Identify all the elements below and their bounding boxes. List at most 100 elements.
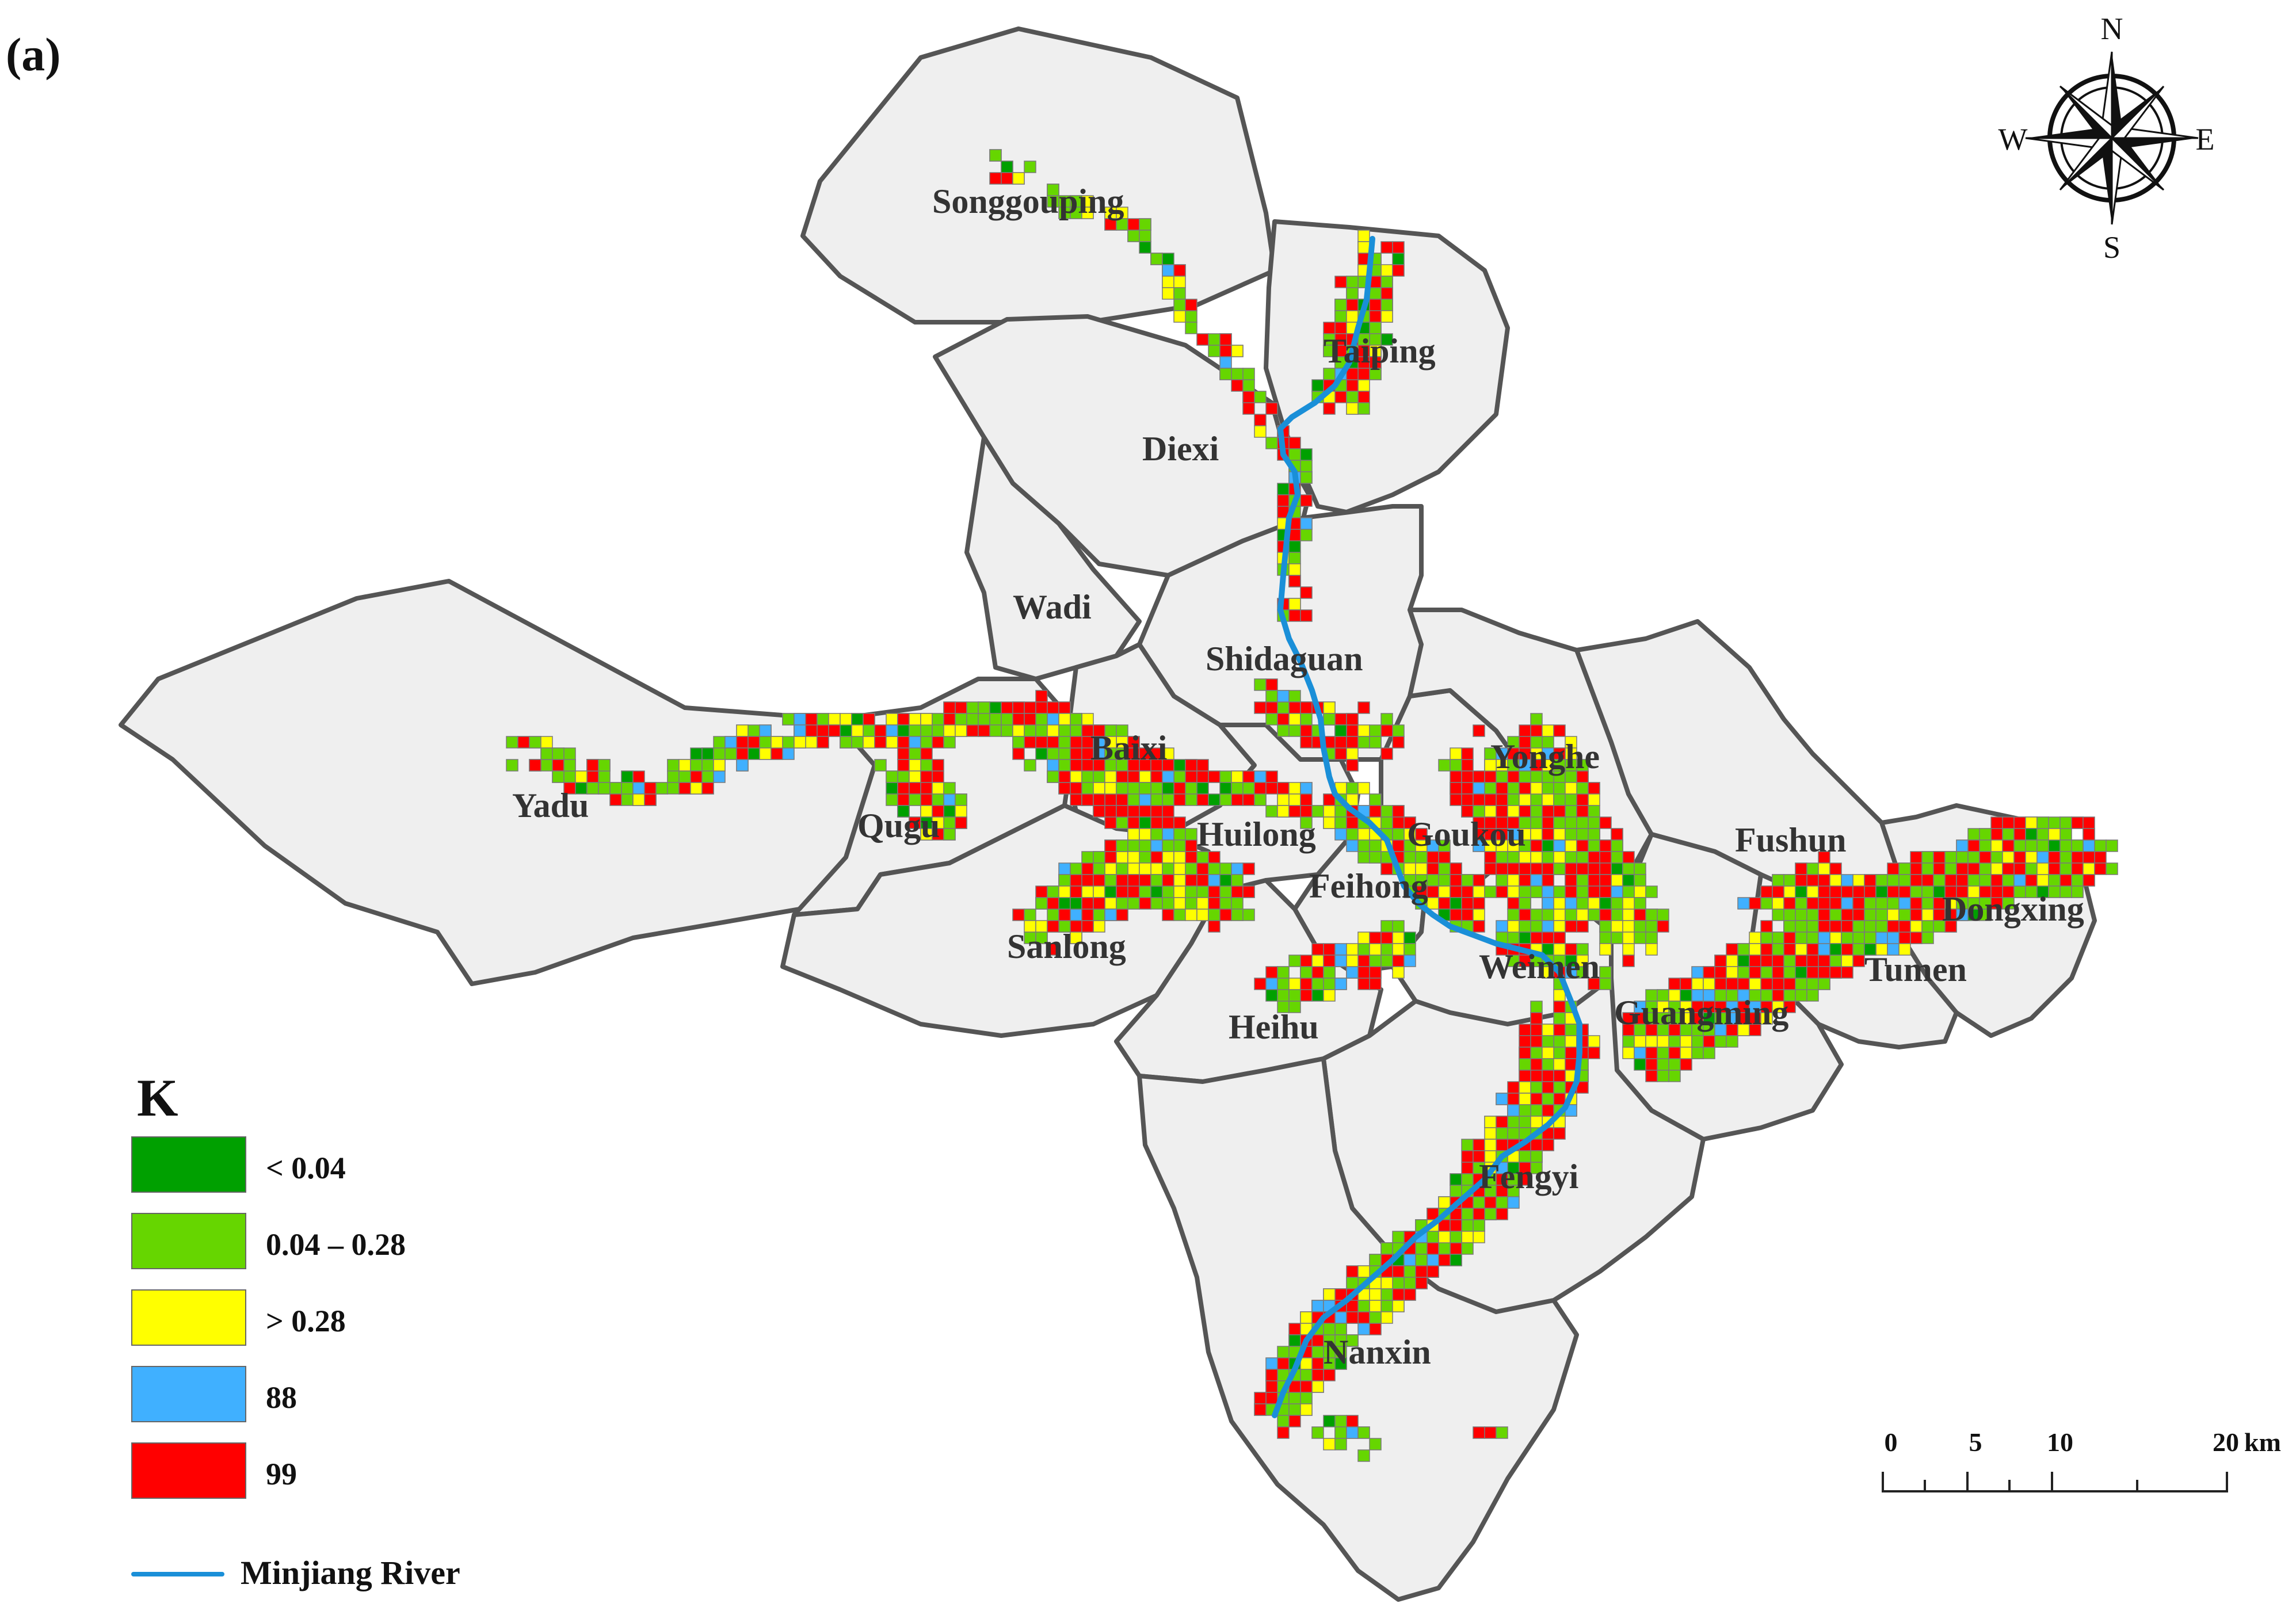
- raster-cell: [598, 770, 611, 783]
- raster-cell: [1737, 978, 1750, 990]
- raster-cell: [713, 759, 726, 772]
- raster-cell: [1933, 851, 1946, 864]
- raster-cell: [1219, 345, 1232, 357]
- raster-cell: [1357, 955, 1370, 967]
- raster-cell: [1599, 966, 1612, 979]
- raster-cell: [1380, 955, 1393, 967]
- raster-cell: [1611, 885, 1623, 898]
- raster-cell: [1795, 874, 1807, 887]
- raster-cell: [1887, 874, 1900, 887]
- raster-cell: [2094, 851, 2107, 864]
- raster-cell: [1093, 897, 1105, 910]
- legend-item-99: 99: [131, 1442, 534, 1500]
- raster-cell: [1427, 897, 1439, 910]
- raster-cell: [1357, 736, 1370, 749]
- raster-cell: [1542, 793, 1554, 806]
- raster-cell: [1772, 908, 1784, 921]
- raster-cell: [1450, 747, 1462, 760]
- raster-cell: [1380, 805, 1393, 818]
- raster-cell: [1300, 448, 1313, 461]
- raster-cell: [1565, 885, 1577, 898]
- raster-cell: [2025, 874, 2038, 887]
- raster-cell: [2048, 816, 2061, 829]
- raster-cell: [1461, 1242, 1474, 1255]
- raster-cell: [1921, 908, 1934, 921]
- raster-cell: [1357, 1311, 1370, 1324]
- raster-cell: [1219, 356, 1232, 369]
- town-label-baixi: Baixi: [1090, 729, 1167, 767]
- raster-cell: [1219, 782, 1232, 795]
- raster-cell: [1737, 955, 1750, 967]
- raster-cell: [1277, 989, 1290, 1002]
- raster-cell: [1530, 1012, 1543, 1025]
- raster-cell: [1219, 333, 1232, 346]
- raster-cell: [920, 759, 933, 772]
- raster-cell: [1346, 276, 1359, 288]
- raster-cell: [1944, 862, 1957, 875]
- raster-cell: [1772, 978, 1784, 990]
- raster-cell: [1242, 908, 1255, 921]
- raster-cell: [897, 793, 910, 806]
- raster-cell: [1852, 932, 1865, 944]
- raster-cell: [1277, 978, 1290, 990]
- raster-cell: [1749, 932, 1761, 944]
- raster-cell: [1012, 908, 1025, 921]
- raster-cell: [1277, 713, 1290, 726]
- raster-cell: [1265, 1357, 1278, 1370]
- raster-cell: [1450, 1219, 1462, 1232]
- raster-cell: [1714, 966, 1727, 979]
- raster-cell: [920, 770, 933, 783]
- raster-cell: [1542, 724, 1554, 737]
- raster-cell: [1473, 1231, 1485, 1243]
- raster-cell: [1311, 1334, 1324, 1347]
- raster-cell: [1173, 851, 1186, 864]
- raster-cell: [1622, 932, 1635, 944]
- raster-cell: [1829, 862, 1842, 875]
- raster-cell: [1530, 782, 1543, 795]
- raster-cell: [1311, 1426, 1324, 1439]
- raster-cell: [1565, 1058, 1577, 1071]
- raster-cell: [1288, 598, 1301, 610]
- raster-cell: [1357, 345, 1370, 357]
- raster-cell: [1150, 793, 1163, 806]
- raster-cell: [1921, 932, 1934, 944]
- raster-cell: [2002, 862, 2015, 875]
- raster-cell: [540, 759, 553, 772]
- raster-cell: [1519, 1093, 1531, 1105]
- raster-cell: [1461, 1219, 1474, 1232]
- raster-cell: [1473, 1196, 1485, 1209]
- raster-cell: [1104, 793, 1117, 806]
- raster-cell: [1070, 724, 1082, 737]
- raster-cell: [1818, 943, 1830, 956]
- raster-cell: [1576, 828, 1589, 841]
- raster-cell: [978, 701, 990, 714]
- raster-cell: [1818, 885, 1830, 898]
- raster-cell: [1265, 1392, 1278, 1404]
- raster-cell: [1265, 701, 1278, 714]
- raster-cell: [632, 793, 645, 806]
- raster-cell: [1035, 885, 1048, 898]
- raster-cell: [1185, 874, 1197, 887]
- raster-cell: [1507, 920, 1520, 933]
- raster-cell: [1634, 1047, 1646, 1059]
- raster-cell: [851, 736, 864, 749]
- raster-cell: [1231, 379, 1244, 392]
- raster-cell: [1887, 920, 1900, 933]
- raster-cell: [1427, 851, 1439, 864]
- raster-cell: [1162, 276, 1174, 288]
- raster-cell: [1185, 839, 1197, 852]
- raster-cell: [1576, 839, 1589, 852]
- raster-cell: [1357, 391, 1370, 403]
- raster-cell: [1403, 1265, 1416, 1278]
- raster-cell: [1334, 1311, 1347, 1324]
- raster-cell: [1323, 345, 1336, 357]
- raster-cell: [1300, 978, 1313, 990]
- raster-cell: [1116, 805, 1128, 818]
- raster-cell: [1760, 955, 1773, 967]
- raster-cell: [1173, 897, 1186, 910]
- raster-cell: [759, 736, 772, 749]
- raster-cell: [1288, 448, 1301, 461]
- raster-cell: [1588, 897, 1600, 910]
- raster-cell: [1530, 851, 1543, 864]
- raster-cell: [1012, 713, 1025, 726]
